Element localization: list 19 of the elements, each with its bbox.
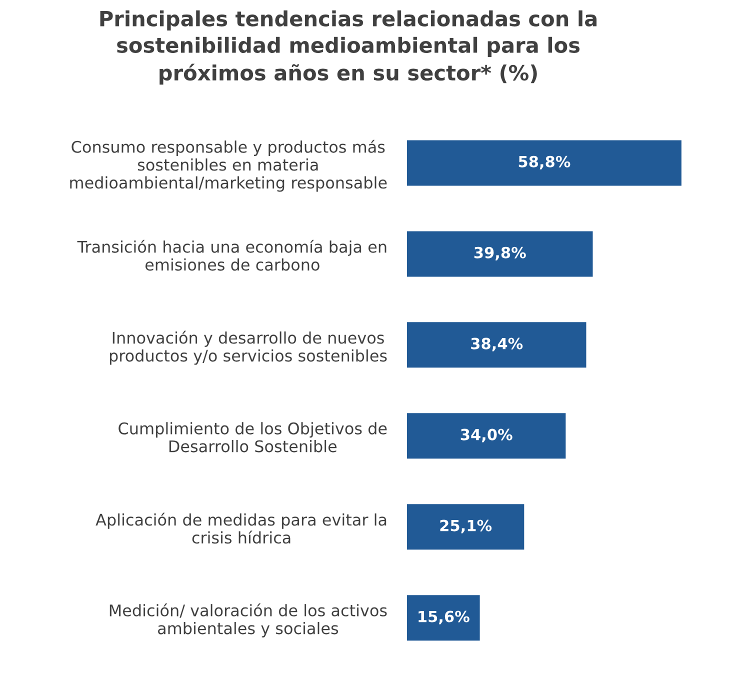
y-tick-label: Transición hacia una economía baja en emisiones de carbono <box>77 240 386 271</box>
bar <box>407 231 593 277</box>
y-tick-label: Consumo responsable y productos más sostenibles en materia medioambiental/marketing responsable <box>70 140 387 192</box>
data-label: 25,1% <box>440 520 492 534</box>
data-label: 38,4% <box>471 338 523 352</box>
y-tick-label: Aplicación de medidas para evitar la crisis hídrica <box>96 512 386 544</box>
data-label: 58,8% <box>518 156 570 170</box>
y-tick-label: Medición/ valoración de los activos ambientales y sociales <box>110 603 387 638</box>
y-tick-label: Cumplimiento de los Objetivos de Desarrollo Sostenible <box>118 422 387 452</box>
bar <box>407 504 524 550</box>
bar <box>407 322 586 368</box>
bar <box>407 140 682 186</box>
bar <box>407 595 480 641</box>
chart-title: Principales tendencias relacionadas con la sostenibilidad medioambiental para los próximos años en su sector* (%) <box>100 10 597 85</box>
data-label: 39,8% <box>474 246 526 260</box>
bar <box>407 413 566 459</box>
data-label: 34,0% <box>460 428 512 442</box>
data-label: 15,6% <box>418 610 470 624</box>
y-tick-label: Innovación y desarrollo de nuevos productos y/o servicios sostenibles <box>110 330 387 365</box>
